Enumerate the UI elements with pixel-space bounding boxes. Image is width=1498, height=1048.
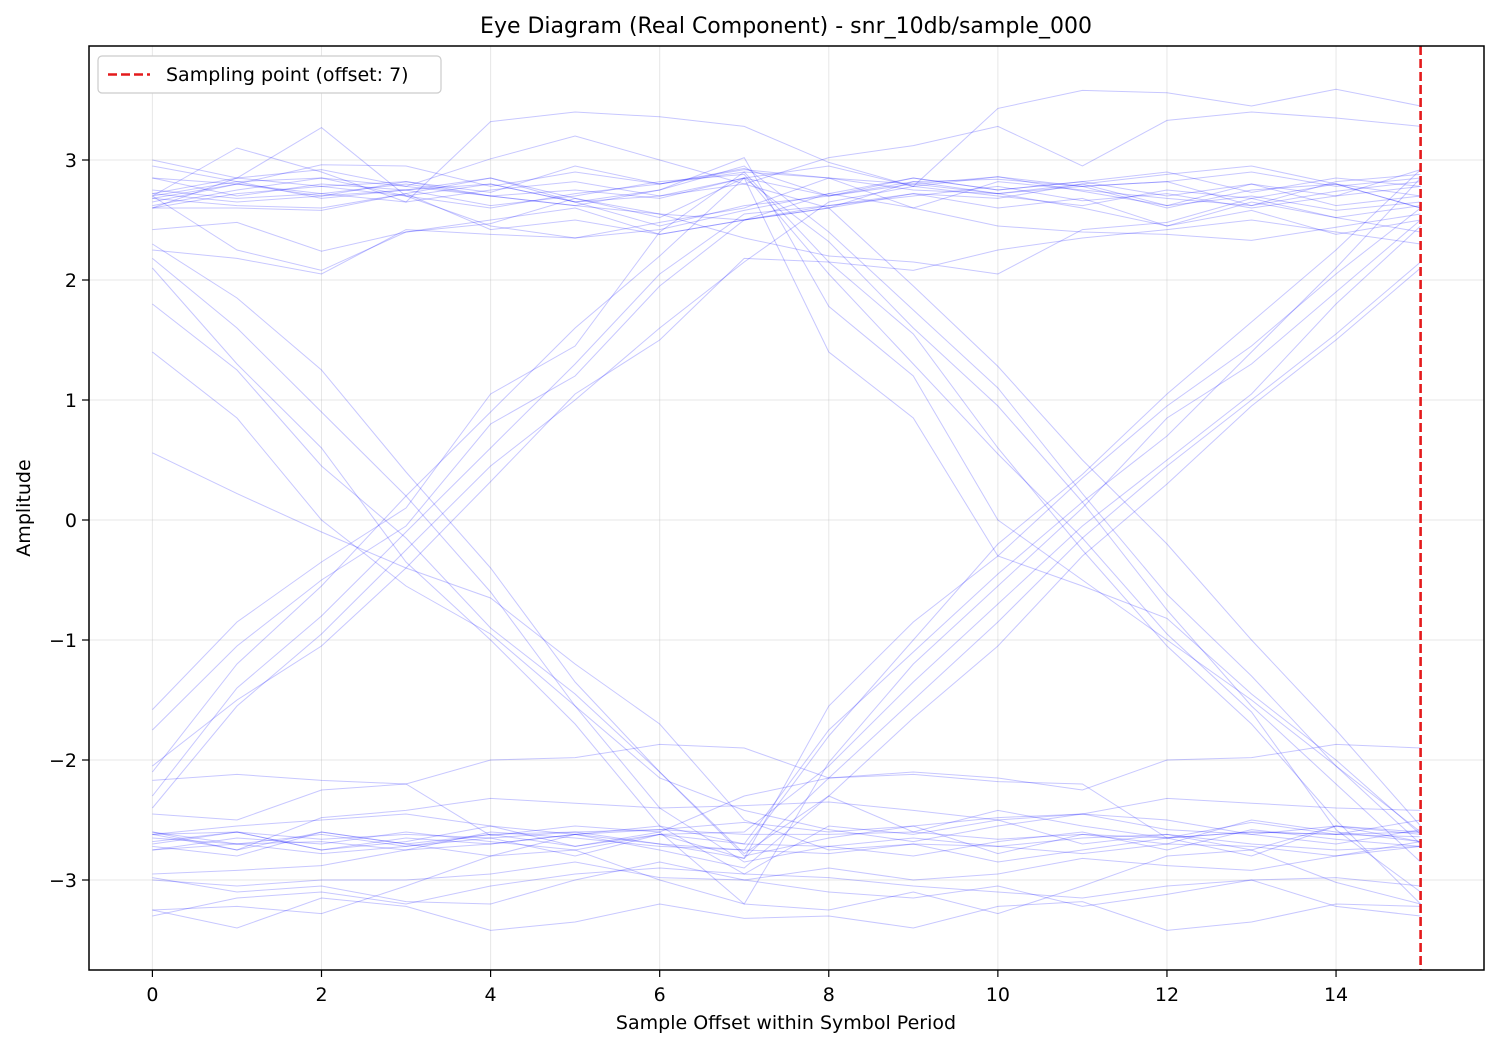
trace-line-22 [152,183,1421,809]
trace-line-31 [152,207,1421,859]
y-tick-label-1: −2 [49,750,77,772]
trace-line-33 [152,225,1421,851]
x-tick-label-4: 8 [823,984,835,1006]
trace-line-44 [152,845,1421,887]
trace-line-24 [152,177,1421,863]
plot-frame [88,45,1485,971]
trace-line-41 [152,813,1421,835]
y-axis-ticks: −3 −2 −1 0 1 2 3 [49,150,89,892]
trace-line-34 [152,261,1421,859]
trace-line-48 [152,829,1421,840]
trace-line-40 [152,797,1421,851]
trace-line-32 [152,177,1421,857]
trace-line-3 [152,126,1421,239]
trace-line-7 [152,177,1421,275]
trace-line-46 [152,897,1421,931]
eye-traces [152,88,1421,931]
trace-line-23 [152,219,1421,767]
y-tick-label-2: −1 [49,630,77,652]
y-axis-label: Amplitude [13,459,35,556]
legend-box [97,55,442,94]
trace-line-25 [152,171,1421,905]
trace-line-13 [152,258,1421,863]
y-tick-label-6: 3 [65,150,77,172]
trace-line-21 [152,177,1421,731]
trace-line-35 [152,267,1421,869]
y-tick-label-4: 1 [65,390,77,412]
trace-line-43 [152,833,1421,875]
trace-line-20 [152,171,1421,710]
trace-line-42 [152,833,1421,857]
trace-line-39 [152,743,1421,821]
x-tick-label-2: 4 [485,984,497,1006]
trace-line-36 [152,219,1421,905]
trace-line-45 [152,867,1421,917]
trace-line-30 [152,177,1421,835]
trace-line-2 [152,159,1421,221]
x-tick-label-5: 10 [986,984,1010,1006]
trace-line-18 [152,177,1421,773]
y-tick-label-0: −3 [49,870,77,892]
trace-line-29 [152,156,1421,833]
x-tick-label-0: 0 [146,984,158,1006]
x-tick-label-7: 14 [1324,984,1348,1006]
trace-line-8 [152,88,1421,203]
x-tick-label-6: 12 [1155,984,1179,1006]
x-tick-label-1: 2 [315,984,327,1006]
chart-title: Eye Diagram (Real Component) - snr_10db/… [480,14,1092,39]
x-tick-label-3: 6 [654,984,666,1006]
trace-line-10 [152,195,1421,275]
x-axis-label: Sample Offset within Symbol Period [616,1012,956,1034]
trace-line-38 [152,773,1421,839]
trace-line-17 [152,452,1421,863]
trace-line-26 [152,165,1421,845]
y-tick-label-3: 0 [65,510,77,532]
trace-line-4 [152,177,1421,227]
legend-label-sampling-point: Sampling point (offset: 7) [166,64,409,86]
grid [89,46,1484,970]
trace-line-6 [152,164,1421,187]
trace-line-0 [152,165,1421,197]
trace-line-28 [152,173,1421,893]
trace-line-5 [152,193,1421,252]
trace-line-16 [152,351,1421,845]
trace-line-12 [152,243,1421,857]
trace-line-11 [152,173,1421,235]
trace-line-37 [152,169,1421,851]
trace-line-27 [152,181,1421,827]
trace-line-15 [152,303,1421,855]
trace-line-47 [152,861,1421,917]
trace-line-1 [152,165,1421,219]
y-tick-label-5: 2 [65,270,77,292]
legend: Sampling point (offset: 7) [97,55,442,94]
trace-line-49 [152,849,1421,915]
x-axis-ticks: 0 2 4 6 8 10 12 14 [146,970,1348,1006]
trace-line-14 [152,267,1421,875]
trace-line-19 [152,185,1421,797]
trace-line-9 [152,111,1421,187]
